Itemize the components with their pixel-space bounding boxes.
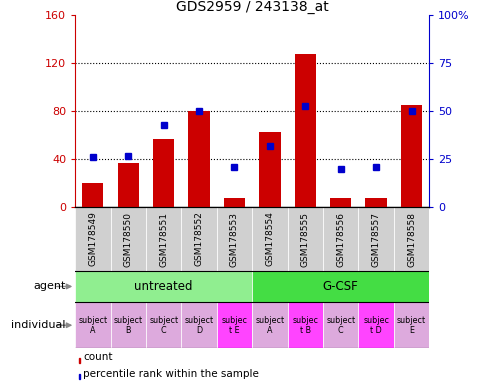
Text: GSM178552: GSM178552 <box>194 212 203 266</box>
Bar <box>252 271 428 302</box>
Bar <box>294 54 315 207</box>
Bar <box>75 271 252 302</box>
Bar <box>224 198 244 207</box>
Text: percentile rank within the sample: percentile rank within the sample <box>83 369 259 379</box>
Bar <box>330 198 350 207</box>
Bar <box>252 302 287 348</box>
Text: subject
B: subject B <box>113 316 143 335</box>
Text: GSM178554: GSM178554 <box>265 212 274 266</box>
Bar <box>146 302 181 348</box>
Text: subject
C: subject C <box>149 316 178 335</box>
Bar <box>287 207 322 271</box>
Bar <box>287 302 322 348</box>
Bar <box>118 163 138 207</box>
Text: G-CSF: G-CSF <box>322 280 358 293</box>
Text: subjec
t D: subjec t D <box>363 316 388 335</box>
Text: individual: individual <box>11 320 65 330</box>
Text: subject
A: subject A <box>255 316 284 335</box>
Text: subject
A: subject A <box>78 316 107 335</box>
Bar <box>400 105 421 207</box>
Text: untreated: untreated <box>134 280 193 293</box>
Bar <box>78 374 80 379</box>
Text: GSM178556: GSM178556 <box>335 212 345 266</box>
Title: GDS2959 / 243138_at: GDS2959 / 243138_at <box>176 0 328 14</box>
Bar <box>252 207 287 271</box>
Bar <box>216 302 252 348</box>
Bar <box>365 198 386 207</box>
Bar <box>216 207 252 271</box>
Text: GSM178551: GSM178551 <box>159 212 168 266</box>
Bar <box>188 111 209 207</box>
Bar <box>146 207 181 271</box>
Text: GSM178550: GSM178550 <box>123 212 133 266</box>
Bar <box>78 358 80 363</box>
Bar <box>75 302 110 348</box>
Bar <box>181 302 216 348</box>
Text: subject
E: subject E <box>396 316 425 335</box>
Bar <box>393 207 428 271</box>
Bar <box>259 132 280 207</box>
Bar <box>75 207 110 271</box>
Text: subject
D: subject D <box>184 316 213 335</box>
Bar <box>181 207 216 271</box>
Bar <box>393 302 428 348</box>
Bar <box>110 207 146 271</box>
Bar <box>153 139 174 207</box>
Text: subjec
t B: subjec t B <box>292 316 318 335</box>
Bar <box>358 207 393 271</box>
Text: subject
C: subject C <box>325 316 355 335</box>
Text: GSM178557: GSM178557 <box>371 212 380 266</box>
Text: agent: agent <box>33 281 65 291</box>
Text: count: count <box>83 353 113 362</box>
Bar <box>322 302 358 348</box>
Text: GSM178558: GSM178558 <box>406 212 415 266</box>
Text: GSM178555: GSM178555 <box>300 212 309 266</box>
Bar <box>322 207 358 271</box>
Text: GSM178553: GSM178553 <box>229 212 239 266</box>
Bar <box>82 184 103 207</box>
Bar <box>358 302 393 348</box>
Bar <box>110 302 146 348</box>
Text: GSM178549: GSM178549 <box>88 212 97 266</box>
Text: subjec
t E: subjec t E <box>221 316 247 335</box>
